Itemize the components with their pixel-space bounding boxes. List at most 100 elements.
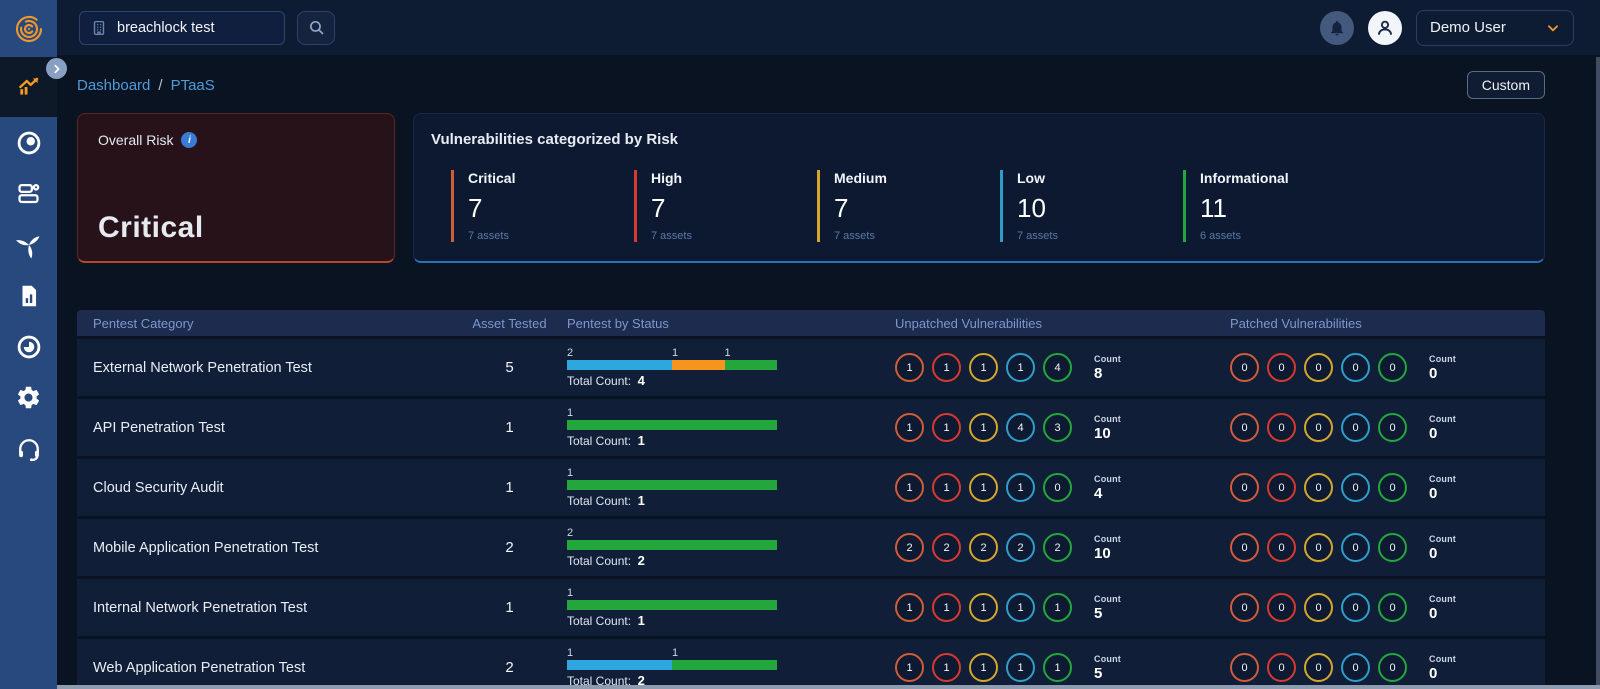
unpatched-count-value: 4: [1094, 484, 1103, 502]
unpatched-circle: 1: [932, 653, 961, 682]
pentest-category-cell: Internal Network Penetration Test: [93, 599, 308, 616]
total-count-label: Total Count:: [567, 494, 632, 508]
sidebar-item-vulnerabilities[interactable]: [0, 321, 57, 372]
table-row[interactable]: API Penetration Test 1 1 Total Count: 1 …: [77, 399, 1545, 456]
avatar[interactable]: [1368, 10, 1402, 45]
sidebar-item-ptaas[interactable]: [0, 117, 57, 168]
patched-circle: 0: [1378, 413, 1407, 442]
total-count-value: 1: [634, 613, 645, 628]
sidebar-item-settings[interactable]: [0, 372, 57, 423]
status-segment: [672, 360, 725, 370]
unpatched-circle: 2: [1006, 533, 1035, 562]
unpatched-count-value: 10: [1094, 544, 1111, 562]
sidebar-toggle-button[interactable]: [46, 58, 67, 79]
unpatched-circle: 1: [895, 473, 924, 502]
status-total-count: Total Count: 1: [567, 433, 777, 448]
patched-count-block: Count 0: [1429, 594, 1456, 622]
custom-button[interactable]: Custom: [1466, 71, 1545, 99]
unpatched-circle: 1: [932, 473, 961, 502]
chevron-down-icon: [1546, 21, 1560, 35]
status-total-count: Total Count: 4: [567, 373, 777, 388]
status-segment: [567, 540, 777, 550]
risk-item-assets: 7 assets: [468, 230, 509, 242]
patched-count-value: 0: [1429, 544, 1438, 562]
patched-count-value: 0: [1429, 424, 1438, 442]
patched-circle: 0: [1230, 413, 1259, 442]
status-bar-labels: 2: [567, 527, 777, 540]
search-button[interactable]: [297, 10, 335, 45]
asset-tested-cell: 5: [505, 359, 514, 376]
unpatched-count-value: 10: [1094, 424, 1111, 442]
status-bar-labels: 1: [567, 587, 777, 600]
table-row[interactable]: Mobile Application Penetration Test 2 2 …: [77, 519, 1545, 576]
unpatched-circle: 1: [969, 353, 998, 382]
disc-icon: [15, 333, 43, 361]
table-row[interactable]: Internal Network Penetration Test 1 1 To…: [77, 579, 1545, 636]
count-label: Count: [1429, 353, 1456, 364]
user-dropdown[interactable]: Demo User: [1416, 9, 1574, 46]
patched-circle: 0: [1304, 653, 1333, 682]
patched-circle: 0: [1230, 593, 1259, 622]
patched-circle: 0: [1267, 473, 1296, 502]
breadcrumb-separator: /: [158, 76, 163, 94]
status-segment: [567, 660, 672, 670]
topbar: Demo User: [57, 0, 1600, 55]
status-segment-label: 1: [672, 647, 679, 659]
status-stacked-bar: [567, 660, 777, 670]
vertical-scrollbar[interactable]: [1596, 57, 1600, 685]
status-segment-label: 1: [567, 407, 574, 419]
unpatched-circle: 1: [969, 473, 998, 502]
patched-count-block: Count 0: [1429, 354, 1456, 382]
risk-item-label: Informational: [1200, 170, 1289, 186]
patched-count-block: Count 0: [1429, 654, 1456, 682]
gear-icon: [15, 384, 42, 411]
count-label: Count: [1094, 413, 1121, 424]
total-count-value: 4: [634, 373, 645, 388]
breadcrumb-dashboard[interactable]: Dashboard: [77, 76, 151, 94]
patched-circle: 0: [1341, 413, 1370, 442]
count-label: Count: [1429, 413, 1456, 424]
unpatched-circle: 2: [969, 533, 998, 562]
unpatched-circle: 1: [1006, 653, 1035, 682]
sidebar-item-reports[interactable]: [0, 270, 57, 321]
table-row[interactable]: Cloud Security Audit 1 1 Total Count: 1 …: [77, 459, 1545, 516]
sidebar-item-support[interactable]: [0, 423, 57, 474]
org-search-box[interactable]: [79, 10, 285, 45]
unpatched-count-block: Count 8: [1094, 354, 1121, 382]
status-segment-label: 1: [567, 587, 574, 599]
horizontal-scrollbar[interactable]: [57, 685, 1600, 689]
table-row[interactable]: External Network Penetration Test 5 2 1 1 …: [77, 339, 1545, 396]
overall-risk-card: Overall Risk i Critical: [77, 113, 395, 263]
unpatched-circle: 1: [932, 593, 961, 622]
brand-logo[interactable]: [0, 0, 57, 57]
sidebar-item-scans[interactable]: [0, 219, 57, 270]
risk-summary-title: Vulnerabilities categorized by Risk: [431, 131, 679, 148]
status-total-count: Total Count: 2: [567, 673, 777, 688]
status-segment-label: 2: [567, 347, 574, 359]
patched-circle: 0: [1341, 593, 1370, 622]
sidebar-item-assets[interactable]: [0, 168, 57, 219]
total-count-label: Total Count:: [567, 434, 632, 448]
org-search-input[interactable]: [117, 19, 274, 36]
table-header: Pentest Category Asset Tested Pentest by…: [77, 310, 1545, 336]
breadcrumb-ptaas[interactable]: PTaaS: [170, 76, 215, 94]
info-icon[interactable]: i: [181, 132, 198, 148]
unpatched-circle: 2: [895, 533, 924, 562]
pentest-category-cell: Cloud Security Audit: [93, 479, 224, 496]
total-count-value: 2: [634, 553, 645, 568]
count-label: Count: [1429, 533, 1456, 544]
notifications-button[interactable]: [1320, 10, 1354, 45]
status-bar-labels: 1: [567, 467, 777, 480]
status-bar-labels: 2 1 1: [567, 347, 777, 360]
main-content: Dashboard / PTaaS Custom Overall Risk i …: [57, 55, 1600, 689]
pentest-status-cell: 1 Total Count: 1: [567, 407, 817, 448]
patched-circle: 0: [1304, 593, 1333, 622]
bell-icon: [1328, 19, 1346, 37]
total-count-value: 2: [634, 673, 645, 688]
status-segment-label: 1: [724, 347, 731, 359]
